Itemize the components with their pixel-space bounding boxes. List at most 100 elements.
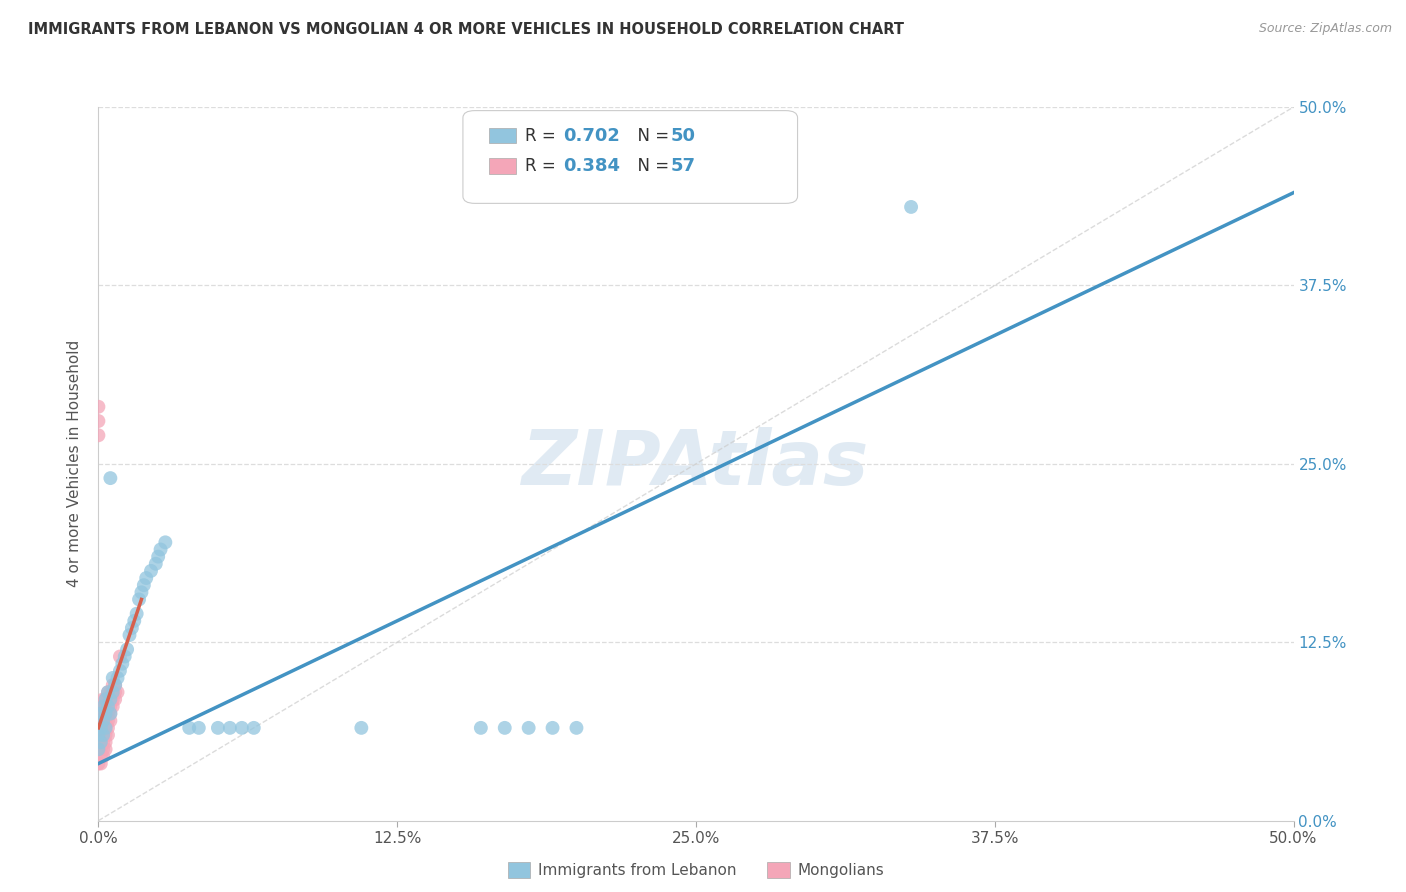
Point xyxy=(101,699,124,714)
Point xyxy=(98,706,122,721)
Point xyxy=(97,714,120,728)
Point xyxy=(155,535,177,549)
Text: Source: ZipAtlas.com: Source: ZipAtlas.com xyxy=(1258,22,1392,36)
Point xyxy=(94,692,117,706)
Point xyxy=(94,735,117,749)
Point xyxy=(98,471,122,485)
Point xyxy=(91,721,114,735)
Point xyxy=(90,735,112,749)
Point xyxy=(87,756,110,771)
Point xyxy=(98,685,122,699)
Point xyxy=(90,714,112,728)
Point xyxy=(97,685,120,699)
Text: 0.384: 0.384 xyxy=(564,157,620,175)
Point xyxy=(219,721,242,735)
Point xyxy=(104,692,127,706)
Point xyxy=(124,614,146,628)
Point xyxy=(114,649,136,664)
Point xyxy=(104,678,127,692)
Text: R =: R = xyxy=(524,157,561,175)
Point xyxy=(94,721,117,735)
Point xyxy=(121,621,143,635)
Point xyxy=(243,721,266,735)
Text: 50: 50 xyxy=(671,127,696,145)
Point xyxy=(207,721,229,735)
Point xyxy=(470,721,492,735)
Text: 0.702: 0.702 xyxy=(564,127,620,145)
FancyBboxPatch shape xyxy=(489,128,516,144)
Text: N =: N = xyxy=(627,127,673,145)
Point xyxy=(97,728,120,742)
Point xyxy=(91,714,114,728)
Point xyxy=(97,685,120,699)
Text: N =: N = xyxy=(627,157,673,175)
Point xyxy=(87,742,110,756)
Legend: Immigrants from Lebanon, Mongolians: Immigrants from Lebanon, Mongolians xyxy=(502,856,890,884)
Point xyxy=(90,706,112,721)
Point xyxy=(91,728,114,742)
Point xyxy=(101,685,124,699)
Point xyxy=(98,706,122,721)
Point xyxy=(90,749,112,764)
Point xyxy=(132,578,155,592)
Point xyxy=(148,549,170,564)
Point xyxy=(98,699,122,714)
Point xyxy=(87,714,110,728)
Point xyxy=(91,699,114,714)
Point xyxy=(179,721,201,735)
Point xyxy=(94,699,117,714)
Point xyxy=(91,692,114,706)
Point xyxy=(494,721,516,735)
Point xyxy=(541,721,564,735)
Point xyxy=(87,428,110,442)
Point xyxy=(90,742,112,756)
Point xyxy=(90,699,112,714)
Point xyxy=(98,692,122,706)
Point xyxy=(87,721,110,735)
Point xyxy=(900,200,922,214)
Point xyxy=(87,742,110,756)
Point xyxy=(97,692,120,706)
Point xyxy=(87,728,110,742)
Point xyxy=(101,678,124,692)
Point xyxy=(90,735,112,749)
FancyBboxPatch shape xyxy=(489,159,516,174)
Point xyxy=(98,692,122,706)
Point xyxy=(91,735,114,749)
Point xyxy=(350,721,373,735)
Y-axis label: 4 or more Vehicles in Household: 4 or more Vehicles in Household xyxy=(67,340,83,588)
Point xyxy=(90,721,112,735)
Point xyxy=(139,564,162,578)
Point xyxy=(107,671,129,685)
Point xyxy=(91,749,114,764)
Text: ZIPAtlas: ZIPAtlas xyxy=(522,427,870,500)
FancyBboxPatch shape xyxy=(463,111,797,203)
Point xyxy=(94,721,117,735)
Point xyxy=(87,735,110,749)
Point xyxy=(107,685,129,699)
Point xyxy=(90,721,112,735)
Point xyxy=(94,706,117,721)
Point xyxy=(91,742,114,756)
Point xyxy=(87,728,110,742)
Point xyxy=(91,714,114,728)
Point xyxy=(517,721,540,735)
Point xyxy=(91,706,114,721)
Point xyxy=(98,714,122,728)
Point xyxy=(87,706,110,721)
Point xyxy=(94,742,117,756)
Point xyxy=(128,592,150,607)
Point xyxy=(187,721,209,735)
Point xyxy=(104,685,127,699)
Text: 57: 57 xyxy=(671,157,696,175)
Point xyxy=(101,671,124,685)
Point xyxy=(101,685,124,699)
Text: IMMIGRANTS FROM LEBANON VS MONGOLIAN 4 OR MORE VEHICLES IN HOUSEHOLD CORRELATION: IMMIGRANTS FROM LEBANON VS MONGOLIAN 4 O… xyxy=(28,22,904,37)
Point xyxy=(111,657,134,671)
Point xyxy=(101,692,124,706)
Point xyxy=(87,414,110,428)
Point xyxy=(97,699,120,714)
Point xyxy=(87,400,110,414)
Point xyxy=(91,699,114,714)
Point xyxy=(90,706,112,721)
